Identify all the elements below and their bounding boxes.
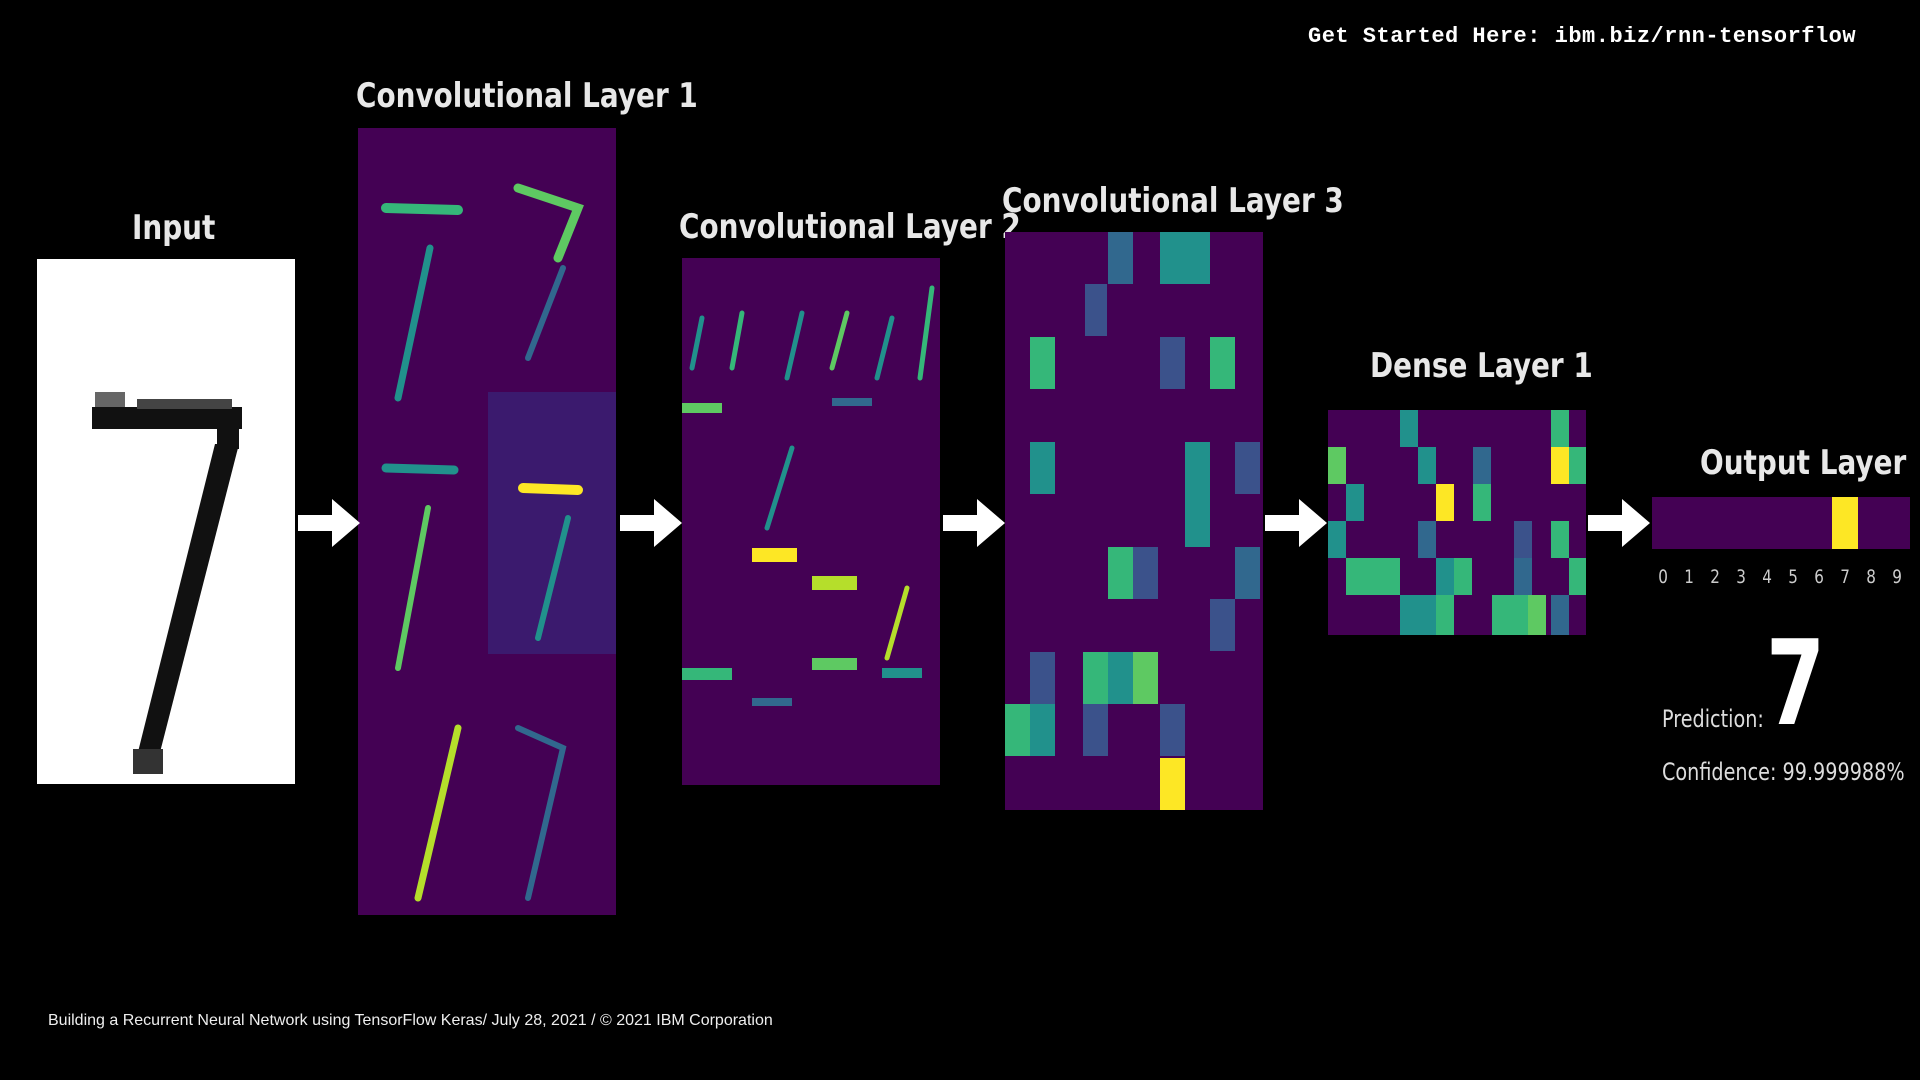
output-tick-2: 2 <box>1710 566 1720 588</box>
arrow-right-icon <box>620 499 682 547</box>
conv1-title: Convolutional Layer 1 <box>356 76 698 116</box>
conv3-title: Convolutional Layer 3 <box>1002 181 1344 221</box>
output-tick-3: 3 <box>1736 566 1746 588</box>
output-activations <box>1652 497 1910 549</box>
output-title: Output Layer <box>1700 443 1907 483</box>
output-tick-7: 7 <box>1840 566 1850 588</box>
conv2-feature-maps <box>682 258 940 785</box>
arrow-right-icon <box>298 499 360 547</box>
output-tick-6: 6 <box>1814 566 1824 588</box>
prediction-label: Prediction: <box>1662 705 1764 733</box>
output-tick-8: 8 <box>1866 566 1876 588</box>
prediction-value: 7 <box>1766 614 1826 752</box>
conv2-title: Convolutional Layer 2 <box>679 207 1021 247</box>
arrow-right-icon <box>1265 499 1327 547</box>
conv1-feature-maps <box>358 128 616 915</box>
footer-text: Building a Recurrent Neural Network usin… <box>48 1012 773 1029</box>
arrow-right-icon <box>943 499 1005 547</box>
conv3-feature-maps <box>1005 232 1263 810</box>
arrow-right-icon <box>1588 499 1650 547</box>
output-tick-5: 5 <box>1788 566 1798 588</box>
dense1-activations <box>1328 410 1586 635</box>
get-started-link[interactable]: Get Started Here: ibm.biz/rnn-tensorflow <box>1308 24 1857 49</box>
output-tick-0: 0 <box>1658 566 1668 588</box>
input-image <box>37 259 295 784</box>
output-tick-1: 1 <box>1684 566 1694 588</box>
output-tick-4: 4 <box>1762 566 1772 588</box>
output-tick-9: 9 <box>1892 566 1902 588</box>
dense1-title: Dense Layer 1 <box>1370 346 1593 386</box>
confidence-label: Confidence: 99.999988% <box>1662 758 1905 786</box>
input-title: Input <box>132 208 216 248</box>
